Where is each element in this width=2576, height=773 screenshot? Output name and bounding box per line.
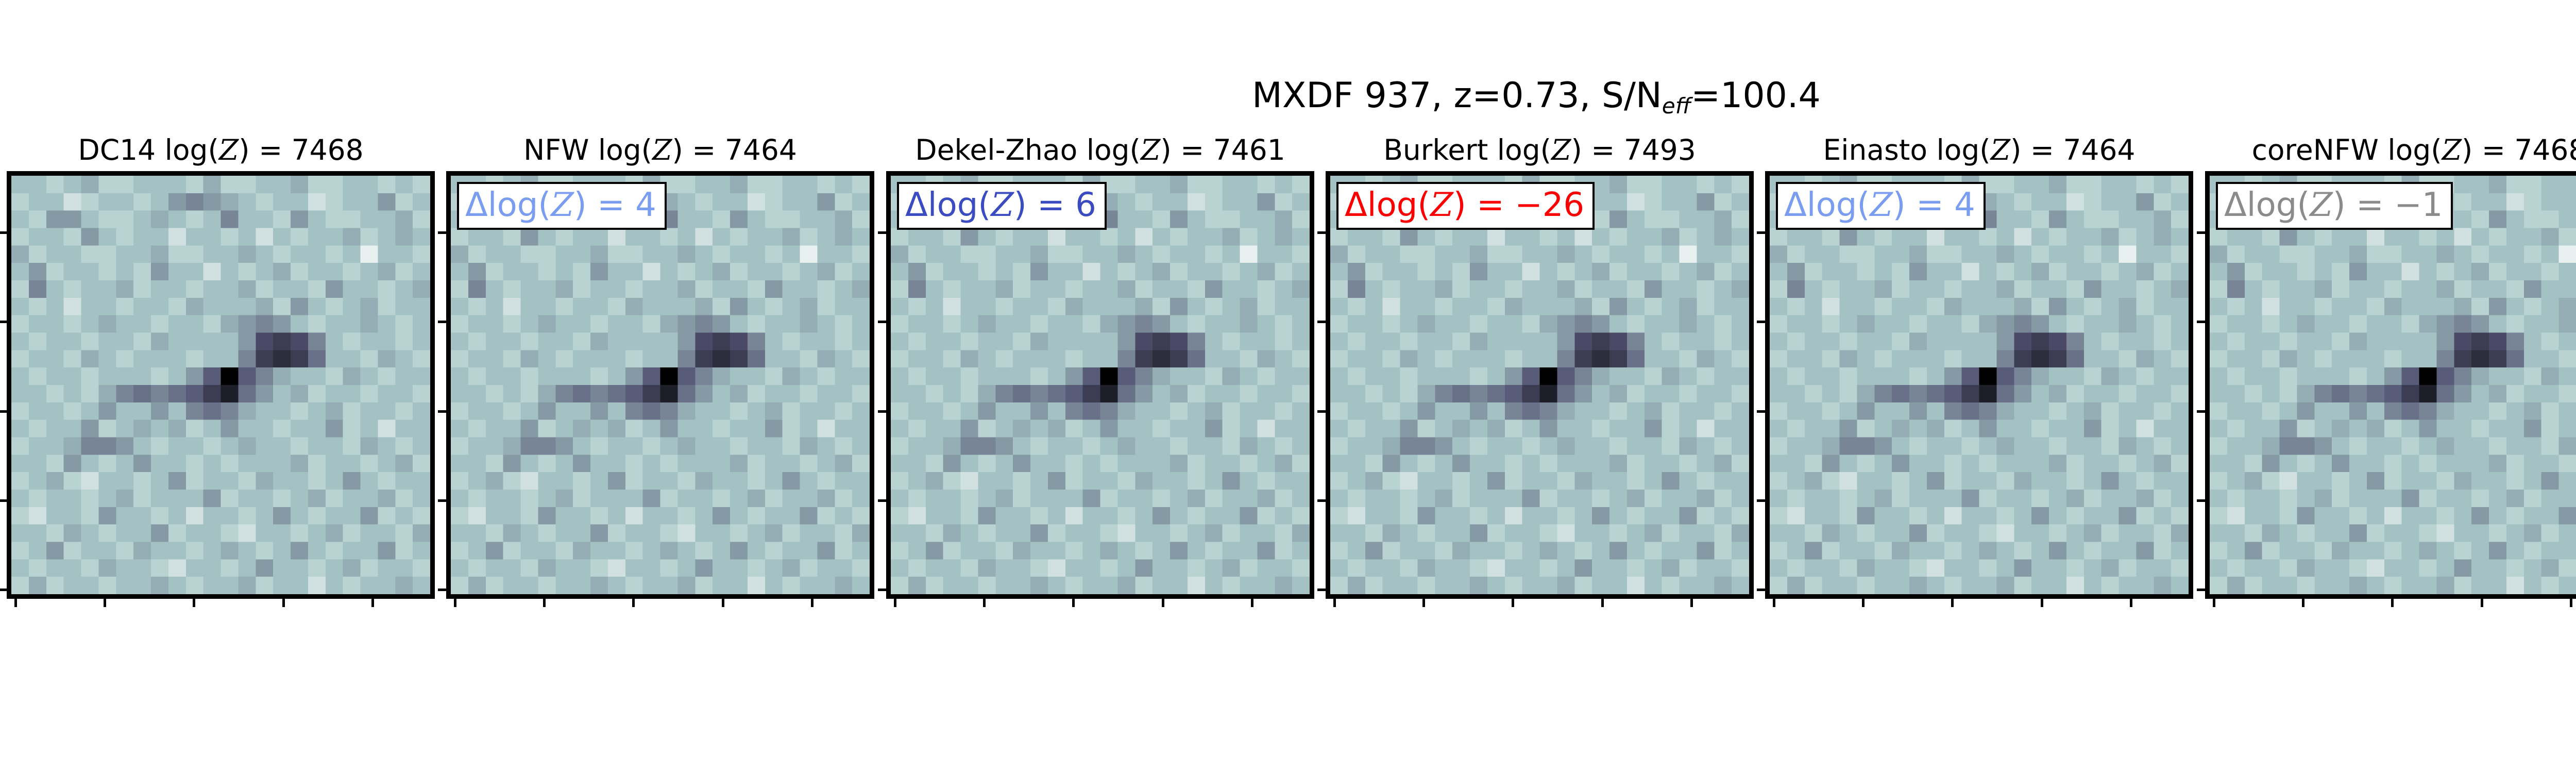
y-axis-tick	[1317, 231, 1326, 234]
panel-title-corenfw: coreNFW log(Z) = 7468	[2251, 133, 2576, 166]
y-axis-tick	[1757, 231, 1765, 234]
panel-title-einasto: Einasto log(Z) = 7464	[1823, 133, 2136, 166]
x-axis-tick	[104, 599, 106, 607]
delta-logz-badge: Δlog(Z) = −1	[2216, 182, 2453, 230]
heatmap-panel-nfw: Δlog(Z) = 4	[446, 171, 874, 599]
evidence-symbol: Z	[991, 186, 1014, 224]
y-axis-tick	[878, 589, 886, 591]
heatmap-image	[891, 176, 1310, 594]
y-axis-tick	[2197, 410, 2205, 413]
evidence-symbol: Z	[2442, 133, 2462, 166]
x-axis-tick	[1773, 599, 1775, 607]
x-axis-tick	[2481, 599, 2483, 607]
y-axis-tick	[438, 589, 446, 591]
x-axis-tick	[1251, 599, 1253, 607]
evidence-symbol: Z	[1870, 186, 1893, 224]
x-axis-tick	[2213, 599, 2215, 607]
y-axis-tick	[878, 499, 886, 502]
x-axis-tick	[193, 599, 195, 607]
evidence-symbol: Z	[1141, 133, 1161, 166]
heatmap-panel-burkert: Δlog(Z) = −26	[1326, 171, 1754, 599]
y-axis-tick	[2197, 321, 2205, 323]
panel-title-burkert: Burkert log(Z) = 7493	[1383, 133, 1696, 166]
y-axis-tick	[438, 231, 446, 234]
heatmap-image	[1330, 176, 1749, 594]
x-axis-tick	[1512, 599, 1514, 607]
heatmap-image	[1770, 176, 2189, 594]
delta-logz-badge: Δlog(Z) = 6	[897, 182, 1107, 230]
delta-logz-badge: Δlog(Z) = 4	[1776, 182, 1986, 230]
evidence-symbol: Z	[2310, 186, 2333, 224]
evidence-symbol: Z	[1430, 186, 1453, 224]
y-axis-tick	[0, 410, 7, 413]
evidence-symbol: Z	[652, 133, 672, 166]
y-axis-tick	[0, 321, 7, 323]
y-axis-tick	[2197, 589, 2205, 591]
y-axis-tick	[0, 231, 7, 234]
subscript-eff: eff	[1662, 93, 1691, 119]
y-axis-tick	[878, 410, 886, 413]
heatmap-panel-corenfw: Δlog(Z) = −1	[2205, 171, 2576, 599]
y-axis-tick	[1757, 321, 1765, 323]
y-axis-tick	[1317, 321, 1326, 323]
y-axis-tick	[1317, 410, 1326, 413]
heatmap-panel-dc14	[7, 171, 435, 599]
x-axis-tick	[811, 599, 814, 607]
x-axis-tick	[1162, 599, 1164, 607]
evidence-symbol: Z	[1990, 133, 2010, 166]
heatmap-panel-dekelzhao: Δlog(Z) = 6	[886, 171, 1314, 599]
heatmap-image	[451, 176, 870, 594]
evidence-symbol: Z	[218, 133, 239, 166]
x-axis-tick	[1072, 599, 1075, 607]
x-axis-tick	[894, 599, 896, 607]
heatmap-image	[11, 176, 430, 594]
heatmap-panel-einasto: Δlog(Z) = 4	[1765, 171, 2193, 599]
panel-title-dc14: DC14 log(Z) = 7468	[78, 133, 364, 166]
heatmap-image	[2210, 176, 2576, 594]
x-axis-tick	[1951, 599, 1954, 607]
x-axis-tick	[2570, 599, 2572, 607]
x-axis-tick	[543, 599, 546, 607]
figure-title: MXDF 937, z=0.73, S/Neff=100.4	[1252, 75, 1821, 119]
y-axis-tick	[1317, 499, 1326, 502]
x-axis-tick	[371, 599, 374, 607]
y-axis-tick	[1757, 499, 1765, 502]
x-axis-tick	[722, 599, 724, 607]
y-axis-tick	[438, 410, 446, 413]
x-axis-tick	[1690, 599, 1693, 607]
x-axis-tick	[1333, 599, 1336, 607]
x-axis-tick	[632, 599, 635, 607]
y-axis-tick	[1317, 589, 1326, 591]
y-axis-tick	[878, 321, 886, 323]
y-axis-tick	[878, 231, 886, 234]
x-axis-tick	[282, 599, 285, 607]
x-axis-tick	[2041, 599, 2043, 607]
x-axis-tick	[14, 599, 17, 607]
panel-title-dekelzhao: Dekel-Zhao log(Z) = 7461	[915, 133, 1285, 166]
delta-logz-badge: Δlog(Z) = 4	[457, 182, 667, 230]
x-axis-tick	[2302, 599, 2304, 607]
y-axis-tick	[1757, 589, 1765, 591]
x-axis-tick	[1862, 599, 1865, 607]
x-axis-tick	[454, 599, 456, 607]
evidence-symbol: Z	[551, 186, 574, 224]
x-axis-tick	[1422, 599, 1425, 607]
y-axis-tick	[438, 321, 446, 323]
delta-logz-badge: Δlog(Z) = −26	[1336, 182, 1595, 230]
y-axis-tick	[438, 499, 446, 502]
y-axis-tick	[0, 499, 7, 502]
y-axis-tick	[1757, 410, 1765, 413]
x-axis-tick	[2391, 599, 2394, 607]
y-axis-tick	[0, 589, 7, 591]
x-axis-tick	[1601, 599, 1604, 607]
x-axis-tick	[983, 599, 986, 607]
evidence-symbol: Z	[1551, 133, 1571, 166]
panel-title-nfw: NFW log(Z) = 7464	[523, 133, 797, 166]
y-axis-tick	[2197, 499, 2205, 502]
y-axis-tick	[2197, 231, 2205, 234]
x-axis-tick	[2130, 599, 2132, 607]
